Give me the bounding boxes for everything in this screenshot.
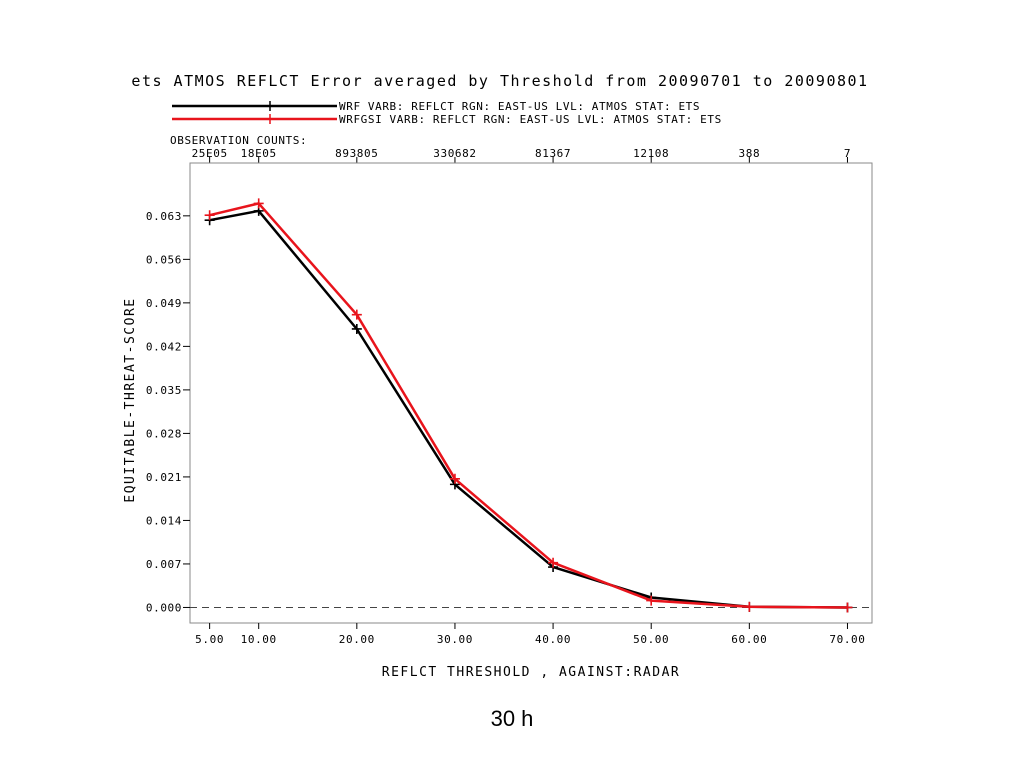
data-point-wrfgsi [842, 602, 853, 613]
data-point-wrfgsi [204, 210, 215, 221]
legend: WRF VARB: REFLCT RGN: EAST-US LVL: ATMOS… [172, 100, 722, 126]
observation-counts-label: OBSERVATION COUNTS: [170, 134, 307, 147]
x-axis-ticks: 5.00 10.00 20.00 30.00 40.00 50.00 60.00 70.00 [195, 623, 865, 646]
series-line-wrf [209, 209, 848, 609]
x-tick-label: 40.00 [535, 633, 571, 646]
legend-marker-wrfgsi [265, 114, 275, 124]
y-tick-label: 0.056 [146, 253, 182, 266]
observation-counts: 25E05 18E05 893805 330682 81367 12108 388 7 [192, 147, 851, 163]
legend-entry-wrf: WRF VARB: REFLCT RGN: EAST-US LVL: ATMOS… [339, 100, 700, 113]
y-tick-label: 0.063 [146, 210, 182, 223]
y-tick-label: 0.028 [146, 427, 182, 440]
obs-count-label: 7 [844, 147, 851, 160]
obs-count-label: 12108 [633, 147, 669, 160]
y-tick-label: 0.000 [146, 601, 182, 614]
series-line-wrfgsi [209, 202, 848, 609]
obs-count-label: 388 [739, 147, 761, 160]
data-point-wrfgsi [449, 473, 460, 484]
data-point-wrfgsi [548, 557, 559, 568]
x-tick-label: 10.00 [241, 633, 277, 646]
y-tick-label: 0.042 [146, 340, 182, 353]
obs-count-label: 18E05 [241, 147, 277, 160]
data-point-wrfgsi [646, 595, 657, 606]
data-point-wrfgsi [253, 198, 264, 209]
x-axis-label: REFLCT THRESHOLD , AGAINST:RADAR [382, 665, 680, 680]
legend-entry-wrfgsi: WRFGSI VARB: REFLCT RGN: EAST-US LVL: AT… [339, 113, 722, 126]
y-axis-ticks: 0.000 0.007 0.014 0.021 0.028 0.035 0.042 0.049… [146, 210, 190, 614]
y-tick-label: 0.014 [146, 514, 182, 527]
y-tick-label: 0.035 [146, 384, 182, 397]
data-point-wrf [351, 323, 362, 334]
legend-marker-wrf [265, 101, 275, 111]
y-tick-label: 0.049 [146, 297, 182, 310]
y-tick-label: 0.021 [146, 471, 182, 484]
data-point-wrfgsi [351, 309, 362, 320]
x-tick-label: 20.00 [339, 633, 375, 646]
obs-count-label: 81367 [535, 147, 571, 160]
plot-frame [189, 162, 873, 624]
data-point-wrfgsi [744, 601, 755, 612]
x-tick-label: 70.00 [829, 633, 865, 646]
y-tick-label: 0.007 [146, 558, 182, 571]
series-layer [204, 198, 853, 613]
obs-count-label: 893805 [335, 147, 378, 160]
ets-line-chart: ets ATMOS REFLCT Error averaged by Thres… [123, 72, 873, 680]
caption: 30 h [490, 706, 534, 731]
x-tick-label: 5.00 [195, 633, 224, 646]
obs-count-label: 25E05 [192, 147, 228, 160]
x-tick-label: 60.00 [731, 633, 767, 646]
x-tick-label: 30.00 [437, 633, 473, 646]
x-tick-label: 50.00 [633, 633, 669, 646]
y-axis-label: EQUITABLE-THREAT-SCORE [123, 297, 138, 502]
chart-title: ets ATMOS REFLCT Error averaged by Thres… [131, 72, 868, 90]
obs-count-label: 330682 [433, 147, 476, 160]
